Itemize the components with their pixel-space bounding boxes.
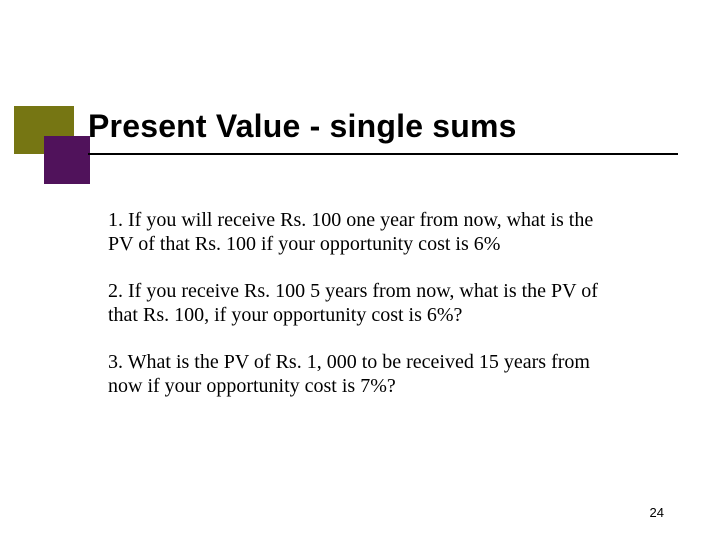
question-1: 1. If you will receive Rs. 100 one year … <box>108 208 618 257</box>
slide: Present Value - single sums 1. If you wi… <box>0 0 720 540</box>
title-container: Present Value - single sums <box>88 108 648 145</box>
question-2: 2. If you receive Rs. 100 5 years from n… <box>108 279 618 328</box>
body-text: 1. If you will receive Rs. 100 one year … <box>108 208 618 420</box>
page-title: Present Value - single sums <box>88 108 648 145</box>
question-3: 3. What is the PV of Rs. 1, 000 to be re… <box>108 350 618 399</box>
page-number: 24 <box>650 505 664 520</box>
title-underline <box>88 153 678 155</box>
decoration-purple-box <box>44 136 90 184</box>
